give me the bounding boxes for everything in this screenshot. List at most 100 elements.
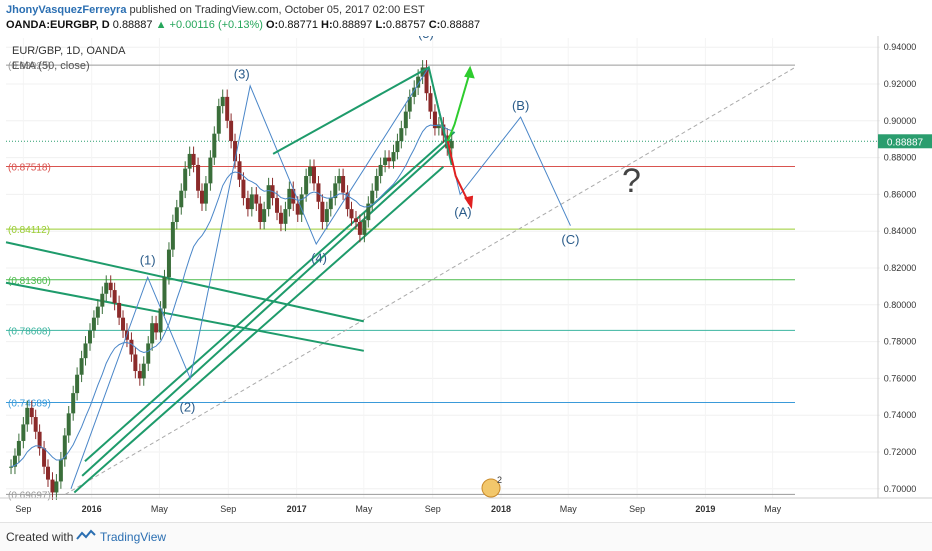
candle-body [42,448,47,467]
y-tick-label: 0.72000 [884,447,917,457]
candle-body [387,157,392,162]
candle-body [21,424,26,441]
candle-body [75,374,80,394]
level-label: (0.81360) [8,276,51,287]
candle-body [225,96,230,121]
candle-body [9,466,14,468]
direction-arrows [446,65,475,210]
candle-body [137,371,142,379]
candle-body [12,455,17,467]
trend-lines [5,67,796,495]
candle-body [304,176,309,195]
x-tick-label: 2018 [491,504,511,514]
candle-body [436,124,441,129]
candle-body [191,153,196,165]
price-chart[interactable]: (0.93023) (0.87518) (0.84112) (0.81360) (0.7… [0,36,932,522]
legend-ema: EMA (50, close) [12,60,90,72]
candle-body [345,192,350,210]
candle-body [154,323,159,333]
candle-body [25,407,30,425]
y-tick-label: 0.70000 [884,484,917,494]
chart-background [0,36,932,522]
candle-body [91,317,96,331]
events-badge-count: 2 [497,475,502,485]
wave-path [70,66,571,489]
ohlc-line: OANDA:EURGBP, D 0.88887 ▲ +0.00116 (+0.1… [6,19,480,31]
candle-body [337,176,342,184]
candle-body [374,176,379,191]
candle-body [79,358,84,375]
ema-line [10,124,452,468]
candle-body [449,141,454,149]
tradingview-brand-link[interactable]: TradingView [100,530,167,544]
x-tick-label: 2019 [695,504,715,514]
price-axis[interactable]: 0.94000 0.92000 0.90000 0.88000 0.86000 0.840… [877,36,932,498]
x-tick-label: May [355,504,373,514]
high-value: 0.88897 [332,19,373,31]
events-badge-icon[interactable] [481,478,501,498]
x-tick-label: 2017 [287,504,307,514]
candle-body [83,343,88,359]
candle-body [121,317,126,331]
candle-body [395,141,400,153]
dashed-trendline [65,67,796,495]
candle-body [403,111,408,129]
question-mark: ? [622,162,641,200]
candle-body [407,96,412,112]
candle-body [229,120,234,142]
y-tick-label: 0.88000 [884,153,917,163]
candle-body [262,209,267,222]
candle-body [208,157,213,184]
wave-label: (4) [311,250,327,265]
candle-body [254,194,259,204]
candle-body [66,413,71,436]
y-tick-label: 0.94000 [884,42,917,52]
support-trendline-3 [84,131,456,462]
y-tick-label: 0.82000 [884,263,917,273]
author-link[interactable]: JhonyVasquezFerreyra [6,4,127,16]
candle-body [424,67,429,94]
candlesticks [9,60,454,500]
candle-body [357,222,362,235]
time-axis[interactable]: Sep 2016 May Sep 2017 May Sep 2018 May Sep 2019 May [0,497,932,514]
current-price-tag [878,134,932,149]
candle-body [291,188,296,204]
candle-body [432,111,437,129]
candle-body [412,87,417,97]
level-label: (0.78608) [8,326,51,337]
candle-body [162,277,167,309]
level-label: (0.74689) [8,399,51,410]
wave-label: (C) [561,232,579,247]
candle-body [241,179,246,199]
candle-body [50,479,55,493]
candle-body [333,183,338,199]
close-label: C: [428,19,441,31]
wave-label: (2) [179,400,195,415]
candle-body [311,166,316,184]
wave-label: (B) [512,98,529,113]
candle-body [283,209,288,224]
candle-body [324,209,329,222]
legend-symbol: EUR/GBP, 1D, OANDA [12,45,126,57]
candle-body [370,190,375,204]
fib-levels: (0.93023) (0.87518) (0.84112) (0.81360) (0.7… [6,61,878,501]
candle-body [170,222,175,250]
candle-body [320,201,325,222]
candle-body [183,168,188,191]
candle-body [341,176,346,193]
candle-body [166,249,171,278]
candle-body [212,133,217,158]
wave-label: (1) [140,252,156,267]
level-label: (0.87518) [8,162,51,173]
y-tick-label: 0.80000 [884,300,917,310]
candle-body [266,185,271,210]
tradingview-logo-icon [76,529,96,540]
candle-body [117,302,122,318]
high-label: H: [321,19,333,31]
x-tick-label: May [764,504,782,514]
candle-body [146,343,151,364]
events-badge[interactable]: 2 [481,475,502,498]
candle-body [258,203,263,222]
y-tick-label: 0.86000 [884,189,917,199]
candle-body [391,152,396,162]
